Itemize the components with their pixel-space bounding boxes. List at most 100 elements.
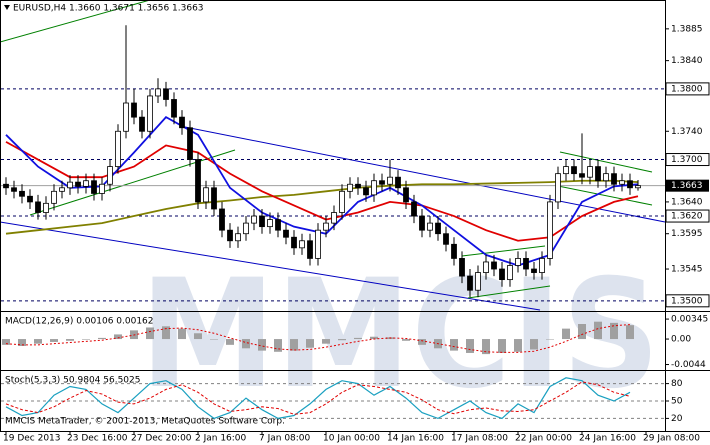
moving-average <box>5 179 639 235</box>
candle-body <box>315 229 321 259</box>
stoch-signal <box>5 381 631 415</box>
y-tick-label: 0.00345 <box>671 315 708 325</box>
y-tick-label: 80 <box>671 379 683 389</box>
candle-body <box>403 187 409 203</box>
candle-body <box>131 102 137 118</box>
last-price-label: 1.3663 <box>671 181 703 191</box>
candle-body <box>483 261 489 273</box>
macd-bar <box>2 339 10 345</box>
candle-body <box>259 215 265 228</box>
macd-bar <box>82 339 90 340</box>
candle-body <box>99 183 105 194</box>
level-box <box>665 82 710 96</box>
macd-bar <box>274 339 282 352</box>
x-tick-label: 22 Jan 00:00 <box>515 434 572 444</box>
level-label: 1.3800 <box>671 84 703 94</box>
candle-body <box>51 190 57 204</box>
chart-title: EURUSD,H4 1.3660 1.3671 1.3656 1.3663 <box>13 4 204 14</box>
macd-bar <box>146 327 154 340</box>
candle-body <box>451 243 457 259</box>
trendline <box>559 151 653 173</box>
candle-body <box>83 180 89 187</box>
y-tick-label: 1.3640 <box>671 197 703 207</box>
candle-body <box>419 215 425 231</box>
y-tick-label: -0.0044 <box>671 360 706 370</box>
candle-body <box>323 222 329 231</box>
macd-bar <box>418 339 426 345</box>
trendline <box>557 185 653 206</box>
macd-bar <box>450 339 458 351</box>
macd-bar <box>226 339 234 345</box>
candle-body <box>587 166 593 178</box>
candle-body <box>539 258 545 273</box>
candle-body <box>307 240 313 259</box>
x-tick-label: 29 Jan 08:00 <box>643 434 700 444</box>
candle-body <box>411 201 417 217</box>
candle-body <box>499 268 505 281</box>
candle-body <box>491 261 497 270</box>
macd-bar <box>98 337 106 340</box>
macd-bar <box>178 328 186 340</box>
y-tick-label: 50 <box>671 397 683 407</box>
stoch-title: Stoch(5,3,3) 50.9804 56.5025 <box>5 376 140 386</box>
candle-body <box>427 222 433 231</box>
candle-body <box>75 181 81 187</box>
candle-body <box>179 116 185 129</box>
macd-bar <box>162 326 170 340</box>
x-tick-label: 19 Dec 2013 <box>3 434 61 444</box>
candle-body <box>291 236 297 249</box>
macd-bar <box>562 328 570 340</box>
trendline <box>461 245 546 257</box>
y-tick-label: 0.00 <box>671 335 691 345</box>
y-tick-label: 1.3595 <box>671 229 703 239</box>
macd-bar <box>258 339 266 351</box>
candle-body <box>59 187 65 192</box>
macd-bar <box>610 322 618 340</box>
symbol-icon <box>4 5 10 10</box>
macd-bar <box>546 339 554 340</box>
y-tick-label: 20 <box>671 414 683 424</box>
x-tick-label: 24 Jan 16:00 <box>579 434 636 444</box>
candle-body <box>163 88 169 100</box>
level-label: 1.3700 <box>671 155 703 165</box>
candle-body <box>283 229 289 238</box>
trendline <box>0 0 151 43</box>
x-tick-label: 14 Jan 16:00 <box>387 434 444 444</box>
y-tick-label: 1.3885 <box>671 24 703 34</box>
candle-body <box>563 166 569 175</box>
candle-body <box>3 183 9 189</box>
macd-bar <box>50 339 58 342</box>
candle-body <box>379 180 385 185</box>
macd-bar <box>626 325 634 340</box>
candle-body <box>171 99 177 118</box>
candle-body <box>235 233 241 242</box>
x-tick-label: 7 Jan 08:00 <box>259 434 311 444</box>
macd-bar <box>194 333 202 340</box>
x-tick-label: 27 Dec 20:00 <box>131 434 192 444</box>
macd-bar <box>370 336 378 340</box>
candle-body <box>443 233 449 245</box>
candle-body <box>203 187 209 203</box>
candle-body <box>355 183 361 189</box>
candle-body <box>27 195 33 203</box>
candle-body <box>531 268 537 273</box>
candle-body <box>211 187 217 210</box>
candle-body <box>507 265 513 281</box>
candle-body <box>227 229 233 242</box>
level-label: 1.3620 <box>671 212 703 222</box>
candle-body <box>339 190 345 213</box>
macd-bar <box>578 324 586 340</box>
candle-body <box>139 116 145 132</box>
candle-body <box>603 173 609 182</box>
candle-body <box>619 180 625 185</box>
candle-body <box>331 212 337 224</box>
trendline <box>467 285 551 299</box>
macd-bar <box>402 339 410 341</box>
macd-bar <box>466 339 474 353</box>
candle-body <box>107 166 113 185</box>
candle-body <box>195 159 201 203</box>
candle-body <box>187 127 193 160</box>
trendlines <box>0 0 666 311</box>
trendline <box>184 126 666 223</box>
macd-bar <box>338 339 346 341</box>
